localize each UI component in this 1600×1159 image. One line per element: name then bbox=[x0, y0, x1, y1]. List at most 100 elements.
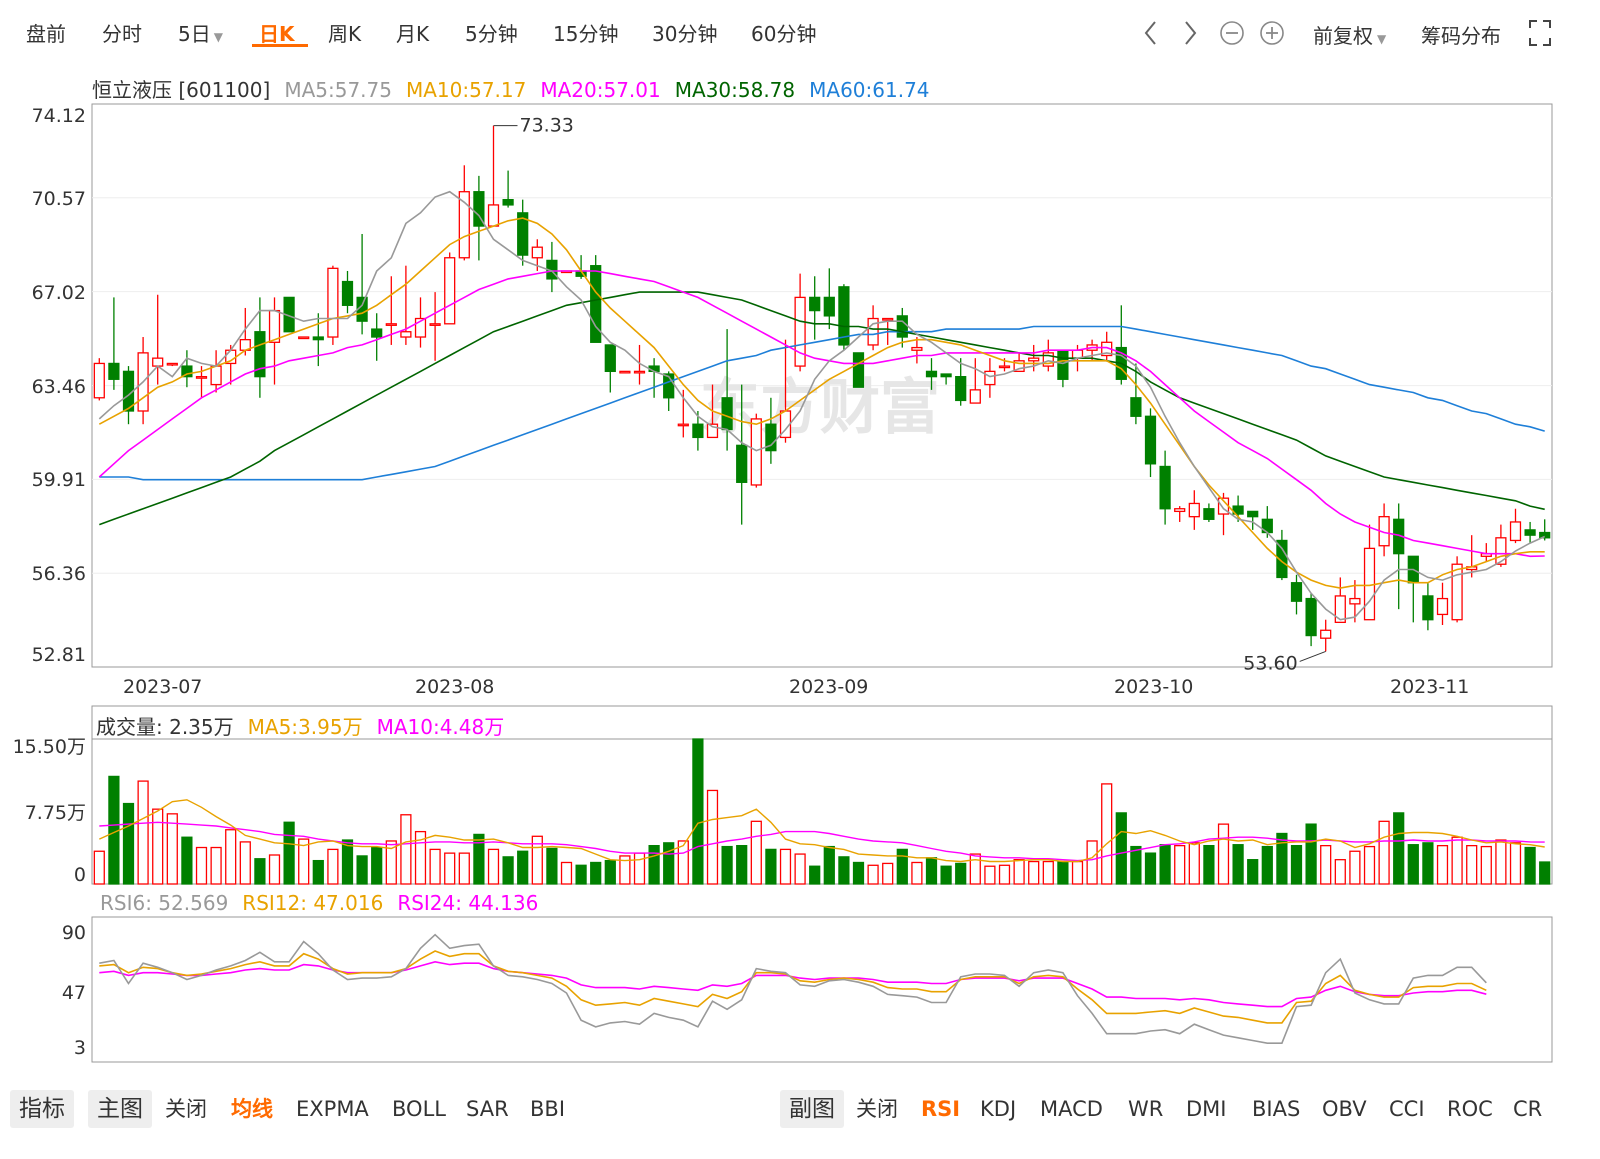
sub-chart-button[interactable]: 副图 bbox=[780, 1090, 844, 1128]
fullscreen-icon[interactable] bbox=[1529, 20, 1551, 46]
tab-15min[interactable]: 15分钟 bbox=[553, 22, 619, 46]
tab-premarket[interactable]: 盘前 bbox=[26, 22, 66, 46]
main-sar-button[interactable]: SAR bbox=[466, 1097, 509, 1121]
stock-name: 恒立液压 [601100] bbox=[92, 78, 271, 102]
candle-body bbox=[210, 365, 222, 386]
sub-close-button[interactable]: 关闭 bbox=[856, 1097, 898, 1121]
candle-body bbox=[955, 375, 967, 402]
main-chart-button[interactable]: 主图 bbox=[88, 1090, 152, 1128]
candle-body bbox=[341, 280, 354, 306]
sub-bias-button[interactable]: BIAS bbox=[1252, 1097, 1301, 1121]
vol-ma10-line bbox=[99, 821, 1545, 862]
volume-bar bbox=[560, 861, 573, 885]
vol-y-tick-label: 7.75万 bbox=[24, 802, 86, 824]
volume-bar bbox=[1539, 861, 1551, 885]
vol-y-tick-label: 15.50万 bbox=[12, 736, 86, 758]
rsi6-line bbox=[99, 933, 1487, 1044]
ma60-legend: MA60:61.74 bbox=[809, 78, 930, 102]
volume-bar bbox=[604, 859, 616, 885]
sub-cr-button[interactable]: CR bbox=[1513, 1097, 1543, 1121]
volume-bar bbox=[721, 845, 733, 885]
sub-wr-button[interactable]: WR bbox=[1128, 1097, 1164, 1121]
volume-bar bbox=[1174, 844, 1186, 885]
candle-body bbox=[619, 370, 631, 374]
chip-distribution-button[interactable]: 筹码分布 bbox=[1421, 24, 1501, 48]
main-close-button[interactable]: 关闭 bbox=[165, 1097, 207, 1121]
sub-cci-button[interactable]: CCI bbox=[1389, 1097, 1425, 1121]
tab-monthly-k[interactable]: 月K bbox=[396, 22, 430, 46]
candle-body bbox=[385, 323, 397, 326]
volume-bar bbox=[195, 846, 208, 885]
candle-body bbox=[940, 373, 952, 378]
ma60-line bbox=[99, 325, 1545, 481]
candle-body bbox=[998, 365, 1011, 369]
candle-body bbox=[1042, 352, 1054, 367]
sub-rsi-button[interactable]: RSI bbox=[921, 1097, 961, 1121]
volume-bar bbox=[1305, 823, 1317, 885]
stock-chart[interactable]: 东方财富 73.33 53.60 bbox=[0, 0, 1600, 1080]
volume-bar bbox=[225, 829, 237, 885]
toolbar-icons bbox=[1144, 20, 1551, 46]
tab-daily-k[interactable]: 日K bbox=[259, 22, 295, 46]
zoom-out-icon[interactable] bbox=[1220, 21, 1244, 45]
volume-bar bbox=[1524, 846, 1536, 885]
rsi-y-tick-label: 47 bbox=[61, 982, 86, 1004]
zoom-in-icon[interactable] bbox=[1260, 21, 1284, 45]
candle-body bbox=[882, 317, 894, 321]
volume-bar bbox=[239, 841, 251, 885]
volume-bar bbox=[1422, 842, 1434, 885]
tab-5min[interactable]: 5分钟 bbox=[465, 22, 518, 46]
candle-body bbox=[1451, 563, 1463, 621]
tab-60min[interactable]: 60分钟 bbox=[751, 22, 817, 46]
tab-5day[interactable]: 5日 ▼ bbox=[178, 18, 223, 47]
sub-obv-button[interactable]: OBV bbox=[1322, 1097, 1367, 1121]
tab-30min[interactable]: 30分钟 bbox=[652, 22, 718, 46]
volume-bar bbox=[1495, 839, 1507, 885]
candle-body bbox=[1334, 595, 1346, 624]
candle-body bbox=[1057, 349, 1069, 380]
candle-body bbox=[1290, 582, 1303, 602]
candle-body bbox=[677, 423, 689, 427]
tab-intraday[interactable]: 分时 bbox=[102, 22, 142, 46]
volume-bar bbox=[1232, 844, 1244, 885]
sub-dmi-button[interactable]: DMI bbox=[1186, 1097, 1227, 1121]
candle-body bbox=[152, 357, 164, 367]
sub-kdj-button[interactable]: KDJ bbox=[980, 1097, 1017, 1121]
volume-bar bbox=[882, 862, 894, 885]
main-expma-button[interactable]: EXPMA bbox=[296, 1097, 369, 1121]
sub-macd-button[interactable]: MACD bbox=[1040, 1097, 1103, 1121]
volume-bar bbox=[663, 842, 675, 885]
candle-body bbox=[765, 423, 777, 452]
volume-bar bbox=[1378, 820, 1390, 885]
volume-bar bbox=[546, 847, 558, 885]
prev-icon[interactable] bbox=[1144, 21, 1156, 45]
main-ma-button[interactable]: 均线 bbox=[231, 1097, 273, 1121]
volume-bar bbox=[838, 856, 850, 885]
y-tick-label: 67.02 bbox=[31, 282, 86, 304]
adjust-dropdown[interactable]: 前复权 ▼ bbox=[1313, 20, 1386, 49]
candle-body bbox=[1524, 529, 1536, 536]
volume-bar bbox=[1261, 845, 1273, 885]
volume-value: 成交量: 2.35万 bbox=[96, 715, 234, 739]
next-icon[interactable] bbox=[1185, 21, 1197, 45]
candle-body bbox=[663, 373, 675, 399]
volume-bar bbox=[327, 848, 339, 885]
candle-body bbox=[1436, 597, 1449, 616]
volume-bar bbox=[181, 836, 193, 885]
volume-bar bbox=[1203, 844, 1215, 885]
sub-roc-button[interactable]: ROC bbox=[1447, 1097, 1493, 1121]
volume-bar bbox=[166, 813, 178, 885]
tab-weekly-k[interactable]: 周K bbox=[328, 22, 362, 46]
volume-bar bbox=[312, 859, 324, 885]
volume-bar bbox=[736, 844, 748, 885]
volume-bar bbox=[1217, 823, 1230, 885]
volume-bar bbox=[1144, 852, 1157, 885]
volume-bar bbox=[473, 833, 485, 885]
main-bbi-button[interactable]: BBI bbox=[530, 1097, 566, 1121]
volume-bar bbox=[911, 861, 923, 885]
volume-bar bbox=[809, 865, 821, 885]
main-boll-button[interactable]: BOLL bbox=[392, 1097, 446, 1121]
volume-bar bbox=[1042, 860, 1054, 885]
indicator-button[interactable]: 指标 bbox=[10, 1090, 74, 1128]
candle-body bbox=[298, 336, 310, 340]
